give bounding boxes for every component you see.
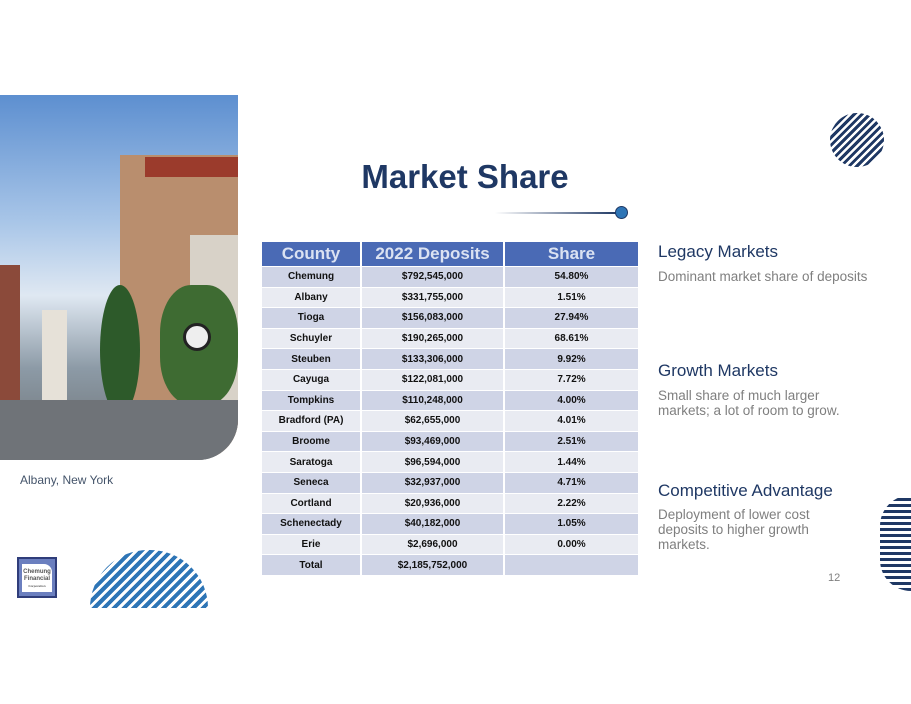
title-dot (615, 206, 628, 219)
cell-deposits: $20,936,000 (362, 492, 505, 514)
table-row: Albany $331,755,000 1.51% (262, 286, 640, 308)
company-logo: Chemung Financial Corporation (17, 557, 57, 598)
cell-deposits: $331,755,000 (362, 286, 505, 308)
cell-county: Tioga (262, 307, 362, 328)
decorative-striped-circle (830, 113, 884, 167)
cell-deposits: $133,306,000 (362, 348, 505, 369)
cell-deposits: $156,083,000 (362, 307, 505, 328)
table-row: Cortland $20,936,000 2.22% (262, 492, 640, 514)
cell-deposits: $122,081,000 (362, 368, 505, 390)
cell-share: 4.01% (505, 410, 640, 431)
cell-deposits: $40,182,000 (362, 513, 505, 534)
cell-share (505, 554, 640, 575)
table-header-row: County 2022 Deposits Share (262, 242, 640, 266)
table-row: Tioga $156,083,000 27.94% (262, 307, 640, 328)
page-title: Market Share (361, 158, 569, 195)
cell-county: Schuyler (262, 327, 362, 349)
cell-county: Bradford (PA) (262, 410, 362, 431)
title-underline (495, 212, 617, 214)
table-row: Broome $93,469,000 2.51% (262, 430, 640, 452)
table-row: Schenectady $40,182,000 1.05% (262, 513, 640, 534)
table-row: Erie $2,696,000 0.00% (262, 533, 640, 555)
table-row: Schuyler $190,265,000 68.61% (262, 327, 640, 349)
table-row: Tompkins $110,248,000 4.00% (262, 389, 640, 411)
table-row: Steuben $133,306,000 9.92% (262, 348, 640, 369)
cell-deposits: $792,545,000 (362, 266, 505, 287)
table-row: Cayuga $122,081,000 7.72% (262, 368, 640, 390)
section-text: Deployment of lower cost deposits to hig… (658, 507, 810, 552)
cell-share: 2.51% (505, 430, 640, 452)
cell-share: 1.05% (505, 513, 640, 534)
header-county: County (262, 242, 362, 266)
decorative-striped-semicircle (90, 550, 208, 608)
cell-county: Albany (262, 286, 362, 308)
cell-county: Seneca (262, 471, 362, 493)
cell-deposits: $96,594,000 (362, 451, 505, 472)
cell-share: 4.00% (505, 389, 640, 411)
section-heading: Legacy Markets (658, 242, 778, 261)
cell-county: Total (262, 554, 362, 575)
cell-county: Erie (262, 533, 362, 555)
cell-share: 1.51% (505, 286, 640, 308)
cell-county: Saratoga (262, 451, 362, 472)
decorative-striped-circle (880, 495, 911, 591)
cell-share: 2.22% (505, 492, 640, 514)
photo-caption: Albany, New York (20, 473, 114, 487)
cell-deposits: $2,185,752,000 (362, 554, 505, 575)
cell-share: 1.44% (505, 451, 640, 472)
cell-share: 9.92% (505, 348, 640, 369)
cell-share: 7.72% (505, 368, 640, 390)
cell-deposits: $93,469,000 (362, 430, 505, 452)
header-share: Share (505, 242, 640, 266)
cell-county: Steuben (262, 348, 362, 369)
cell-share: 27.94% (505, 307, 640, 328)
table-row: Total $2,185,752,000 (262, 554, 640, 575)
cell-deposits: $2,696,000 (362, 533, 505, 555)
cell-deposits: $32,937,000 (362, 471, 505, 493)
cell-county: Chemung (262, 266, 362, 287)
header-deposits: 2022 Deposits (362, 242, 505, 266)
cell-share: 4.71% (505, 471, 640, 493)
table-row: Chemung $792,545,000 54.80% (262, 266, 640, 287)
cell-deposits: $62,655,000 (362, 410, 505, 431)
albany-street-photo (0, 95, 238, 460)
cell-deposits: $190,265,000 (362, 327, 505, 349)
table-row: Saratoga $96,594,000 1.44% (262, 451, 640, 472)
table-row: Bradford (PA) $62,655,000 4.01% (262, 410, 640, 431)
page-number: 12 (828, 572, 841, 584)
cell-county: Cortland (262, 492, 362, 514)
cell-share: 68.61% (505, 327, 640, 349)
section-heading: Competitive Advantage (658, 481, 833, 500)
cell-share: 0.00% (505, 533, 640, 555)
cell-county: Broome (262, 430, 362, 452)
cell-county: Schenectady (262, 513, 362, 534)
section-text: Dominant market share of deposits (658, 269, 868, 284)
table-row: Seneca $32,937,000 4.71% (262, 471, 640, 493)
cell-county: Tompkins (262, 389, 362, 411)
cell-county: Cayuga (262, 368, 362, 390)
cell-deposits: $110,248,000 (362, 389, 505, 411)
section-text: Small share of much larger markets; a lo… (658, 388, 840, 418)
cell-share: 54.80% (505, 266, 640, 287)
market-share-table: County 2022 Deposits Share Chemung $792,5… (262, 242, 640, 575)
section-heading: Growth Markets (658, 361, 778, 380)
